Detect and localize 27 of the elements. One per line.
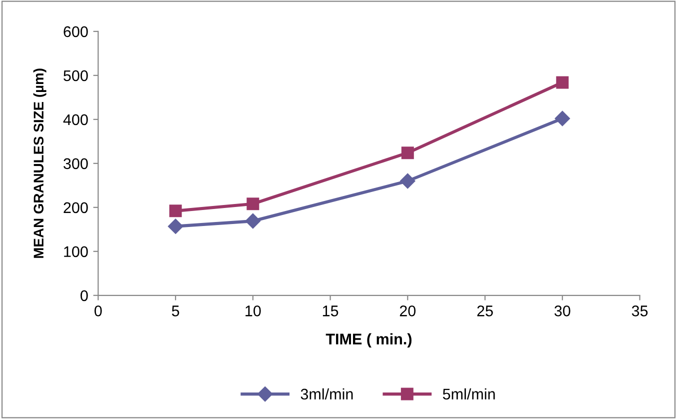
x-tick-label: 25: [477, 306, 493, 316]
x-tick-label: 20: [400, 306, 416, 316]
x-tick-label: 5: [172, 306, 180, 316]
y-tick-label: 0: [80, 290, 88, 302]
y-tick-label: 400: [63, 114, 88, 126]
y-tick-label: 600: [64, 26, 88, 38]
x-tick-label: 0: [94, 306, 102, 316]
point: [400, 173, 416, 189]
x-tick-label: 30: [554, 306, 570, 316]
y-axis-title: MEAN GRANULES SIZE (µm): [33, 68, 46, 258]
point: [556, 76, 569, 89]
x-tick-label: 15: [322, 306, 338, 316]
y-tick-label: 100: [64, 246, 88, 258]
x-axis-title: TIME ( min.): [326, 333, 412, 348]
x-tick-label: 10: [246, 306, 261, 316]
point: [245, 213, 260, 229]
point: [554, 110, 570, 126]
x-tick-label: 35: [632, 306, 648, 316]
point: [246, 198, 260, 210]
point: [168, 218, 184, 234]
legend-label: 3ml/min: [300, 388, 353, 400]
y-tick-label: 300: [64, 158, 88, 170]
point: [401, 146, 414, 160]
y-tick-label: 500: [64, 70, 88, 82]
point: [169, 204, 182, 218]
y-tick-label: 200: [64, 202, 88, 214]
legend-label: 5ml/min: [442, 388, 495, 400]
